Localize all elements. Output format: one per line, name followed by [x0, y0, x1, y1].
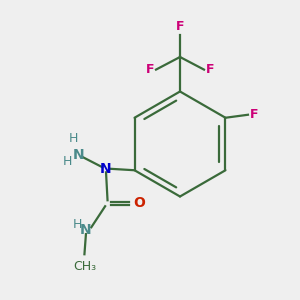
Text: F: F — [206, 63, 214, 76]
Text: H: H — [68, 132, 78, 145]
Text: H: H — [73, 218, 82, 231]
Text: F: F — [146, 63, 154, 76]
Text: F: F — [250, 108, 258, 121]
Text: N: N — [80, 223, 92, 237]
Text: O: O — [133, 196, 145, 210]
Text: CH₃: CH₃ — [73, 260, 96, 273]
Text: H: H — [62, 155, 72, 168]
Text: N: N — [100, 162, 112, 176]
Text: N: N — [73, 148, 84, 162]
Text: F: F — [176, 20, 184, 33]
